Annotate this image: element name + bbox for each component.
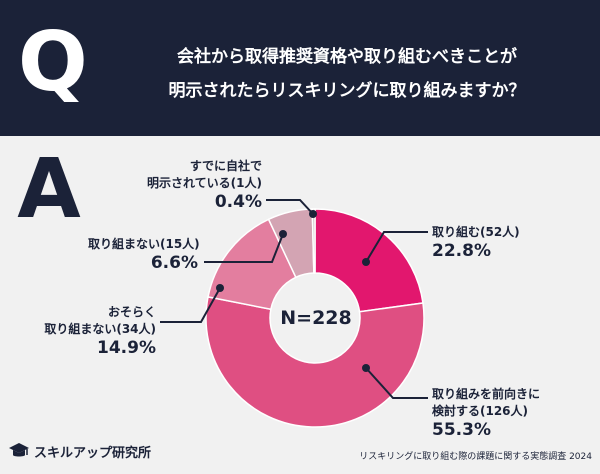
slice-0-percent: 22.8% [432,241,491,261]
slice-2-category-line-2: 取り組まない(34人) [44,322,156,336]
slice-4-category-line-2: 明示されている(1人) [147,176,262,190]
question-line-2: 明示されたらリスキリングに取り組みますか？ [168,81,526,101]
leader-dot-0 [362,258,370,266]
brand-name: スキルアップ研究所 [34,445,152,461]
label-slice-1: 取り組みを前向きに 検討する(126人) 55.3% [432,386,540,441]
answer-letter: A [17,142,81,237]
leader-line-1 [365,367,428,399]
slice-4-category-line-1: すでに自社で [189,159,262,173]
question-mark-letter: Q [18,15,88,110]
slice-2-percent: 14.9% [97,338,156,358]
question-text: 会社から取得推奨資格や取り組むべきことが 明示されたらリスキリングに取り組みます… [112,40,582,108]
slice-3-category: 取り組まない(15人) [88,237,200,251]
label-slice-2: おそらく 取り組まない(34人) 14.9% [42,304,156,359]
leader-dot-2 [216,284,224,292]
donut-slice-4 [311,208,316,274]
leader-line-4 [266,199,314,215]
label-slice-4: すでに自社で 明示されている(1人) 0.4% [112,158,262,213]
slice-4-percent: 0.4% [214,192,262,212]
slice-1-category-line-2: 検討する(126人) [432,404,529,418]
label-slice-3: 取り組まない(15人) 6.6% [88,236,200,274]
label-slice-0: 取り組む(52人) 22.8% [432,224,520,262]
donut-slice-1 [205,296,425,428]
slice-0-category: 取り組む(52人) [432,225,520,239]
graduation-cap-icon [9,443,29,457]
leader-line-0 [365,231,428,263]
question-line-1: 会社から取得推奨資格や取り組むべきことが [177,47,517,67]
slice-1-category-line-1: 取り組みを前向きに [432,387,541,401]
leader-dot-1 [362,364,370,372]
slice-1-percent: 55.3% [432,420,491,440]
center-total-label: N=228 [280,307,352,329]
header-banner: Q 会社から取得推奨資格や取り組むべきことが 明示されたらリスキリングに取り組み… [0,0,600,136]
leader-line-3 [204,233,284,263]
slice-3-percent: 6.6% [150,253,198,273]
source-note: リスキリングに取り組む際の課題に関する実態調査 2024 [359,452,592,462]
leader-dot-3 [279,230,287,238]
brand-logo: スキルアップ研究所 [8,438,151,464]
leader-line-2 [160,287,221,323]
leader-dot-4 [309,210,317,218]
slice-2-category-line-1: おそらく [107,305,156,319]
